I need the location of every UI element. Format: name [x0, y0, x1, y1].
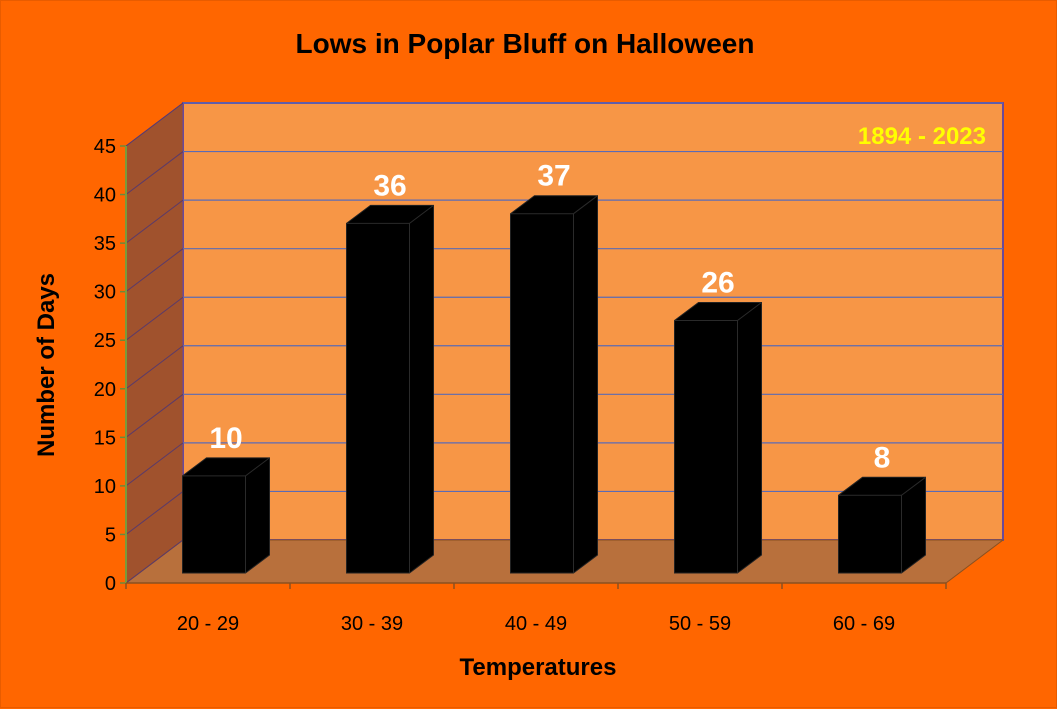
x-tick-label: 30 - 39	[341, 613, 403, 635]
x-tick-label: 50 - 59	[669, 613, 731, 635]
x-tick-label: 40 - 49	[505, 613, 567, 635]
x-axis: 20 - 29 30 - 39 40 - 49 50 - 59 60 - 69	[125, 582, 947, 635]
bar	[346, 204, 434, 574]
side-gridline	[125, 199, 184, 244]
side-gridline	[125, 442, 184, 487]
side-gridline	[125, 491, 184, 535]
data-label: 36	[373, 169, 406, 202]
y-axis-title: Number of Days	[33, 273, 60, 457]
chart-title: Lows in Poplar Bluff on Halloween	[296, 28, 755, 59]
data-label: 26	[701, 267, 734, 300]
side-gridline	[125, 151, 184, 195]
bars	[182, 195, 926, 574]
y-tick-label: 35	[94, 233, 116, 255]
x-tick-label: 20 - 29	[177, 613, 239, 635]
bar	[510, 195, 598, 574]
side-gridline	[125, 102, 184, 147]
side-gridline	[125, 393, 184, 438]
side-gridline	[125, 248, 184, 293]
bar	[838, 476, 926, 574]
x-tick-label: 60 - 69	[833, 613, 895, 635]
y-tick-label: 5	[105, 524, 116, 546]
side-gridline	[125, 539, 184, 584]
y-tick-label: 10	[94, 476, 116, 498]
data-label: 10	[209, 422, 242, 455]
side-gridline	[125, 296, 184, 341]
side-wall	[125, 101, 184, 585]
y-axis: 0 5 10 15 20 25 30 35 40 45	[94, 136, 127, 595]
y-tick-label: 45	[94, 136, 116, 158]
x-axis-title: Temperatures	[460, 654, 617, 681]
y-tick-label: 30	[94, 282, 116, 304]
data-labels: 10 36 37 26 8	[209, 160, 890, 475]
y-tick-label: 0	[105, 573, 116, 595]
y-tick-label: 20	[94, 379, 116, 401]
bar	[674, 302, 762, 574]
year-range-annotation: 1894 - 2023	[858, 123, 986, 150]
y-tick-label: 15	[94, 427, 116, 449]
side-gridline	[125, 345, 184, 390]
bar	[182, 457, 270, 574]
data-label: 8	[874, 441, 891, 474]
y-tick-label: 25	[94, 330, 116, 352]
data-label: 37	[537, 160, 570, 193]
y-tick-label: 40	[94, 185, 116, 207]
